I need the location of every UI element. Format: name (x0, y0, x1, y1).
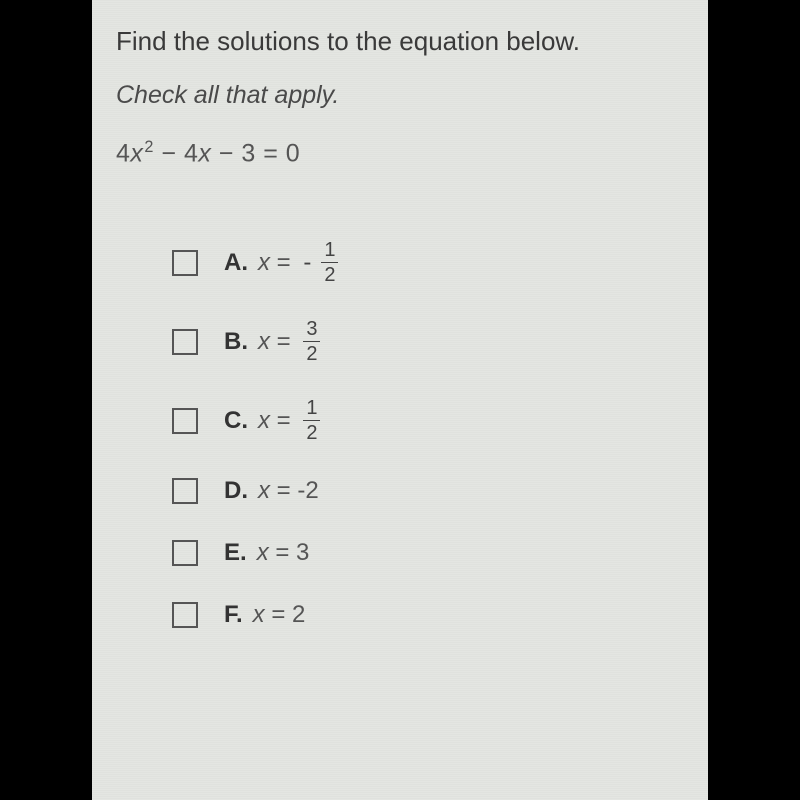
fraction: 1 2 (321, 240, 338, 285)
option-expression: x = -2 (258, 477, 319, 505)
option-c-label: C. x = 1 2 (224, 398, 320, 443)
option-a[interactable]: A. x = - 1 2 (172, 240, 684, 285)
option-letter: F. (224, 601, 243, 629)
checkbox-d[interactable] (172, 478, 198, 504)
option-letter: D. (224, 477, 248, 505)
option-a-label: A. x = - 1 2 (224, 240, 338, 285)
option-e-label: E. x = 3 (224, 539, 309, 567)
option-e[interactable]: E. x = 3 (172, 539, 684, 567)
checkbox-a[interactable] (172, 250, 198, 276)
option-expression: x = 1 2 (258, 398, 320, 443)
question-prompt: Find the solutions to the equation below… (116, 24, 684, 59)
option-f-label: F. x = 2 (224, 601, 305, 629)
option-expression: x = 3 (257, 539, 310, 567)
fraction: 1 2 (303, 398, 320, 443)
equation: 4x2 − 4x − 3 = 0 (116, 138, 684, 168)
option-expression: x = - 1 2 (258, 240, 338, 285)
checkbox-f[interactable] (172, 602, 198, 628)
checkbox-b[interactable] (172, 329, 198, 355)
options-list: A. x = - 1 2 B. x = 3 (116, 240, 684, 629)
option-b-label: B. x = 3 2 (224, 319, 320, 364)
option-f[interactable]: F. x = 2 (172, 601, 684, 629)
option-letter: B. (224, 328, 248, 356)
question-instruction: Check all that apply. (116, 81, 684, 110)
option-c[interactable]: C. x = 1 2 (172, 398, 684, 443)
option-expression: x = 2 (253, 601, 306, 629)
fraction: 3 2 (303, 319, 320, 364)
option-d[interactable]: D. x = -2 (172, 477, 684, 505)
option-letter: C. (224, 407, 248, 435)
question-panel: Find the solutions to the equation below… (92, 0, 708, 800)
option-letter: E. (224, 539, 247, 567)
option-b[interactable]: B. x = 3 2 (172, 319, 684, 364)
checkbox-e[interactable] (172, 540, 198, 566)
checkbox-c[interactable] (172, 408, 198, 434)
option-d-label: D. x = -2 (224, 477, 319, 505)
option-expression: x = 3 2 (258, 319, 320, 364)
option-letter: A. (224, 249, 248, 277)
